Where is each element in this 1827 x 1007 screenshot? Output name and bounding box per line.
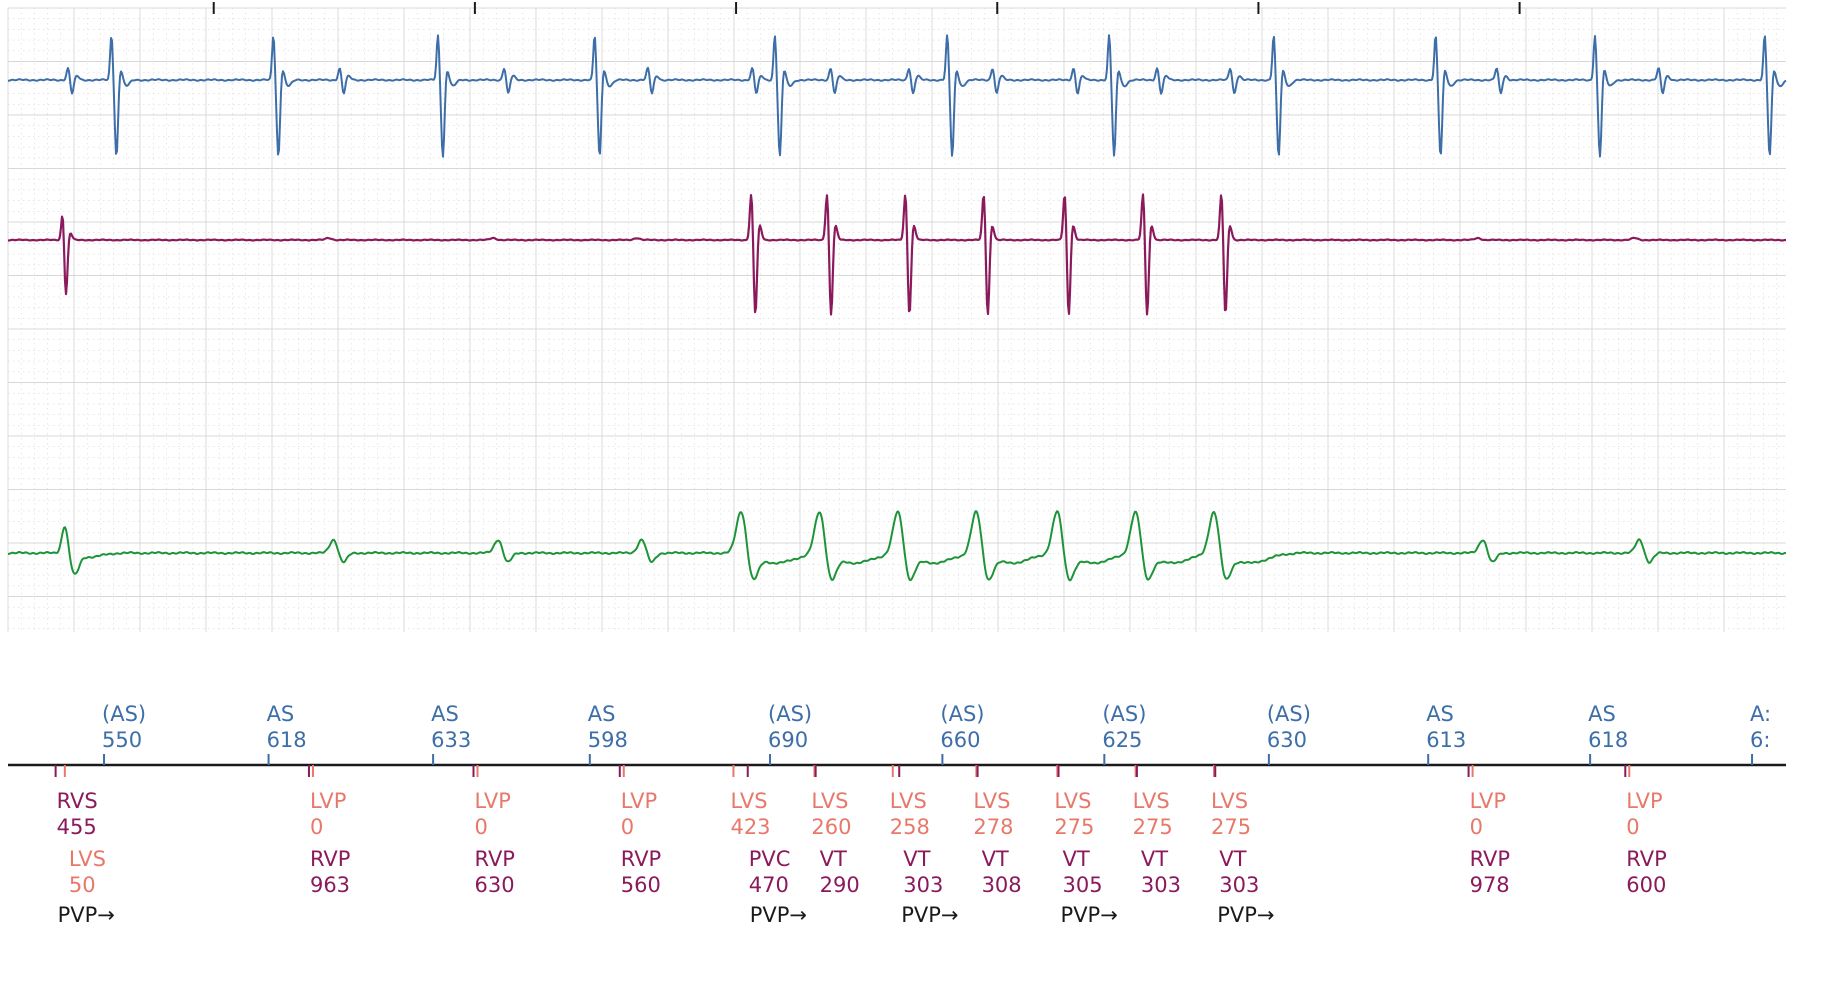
- pvp-label: PVP→: [901, 903, 958, 927]
- rv-marker-interval: 630: [475, 873, 515, 897]
- atrial-marker-interval: 625: [1102, 728, 1142, 752]
- atrial-marker-interval: 550: [102, 728, 142, 752]
- rv-marker-interval: 470: [749, 873, 789, 897]
- rv-marker-interval: 305: [1063, 873, 1103, 897]
- lv-marker-label: LVS: [973, 789, 1010, 813]
- rv-marker-interval: 303: [1141, 873, 1181, 897]
- rv-marker-label: VT: [1219, 847, 1246, 871]
- chart-grid: [7, 7, 1786, 632]
- rv-marker-label: VT: [903, 847, 930, 871]
- lv-marker-interval: 275: [1211, 815, 1251, 839]
- rv-marker-label: RVP: [310, 847, 350, 871]
- lv-marker-interval: 260: [811, 815, 851, 839]
- lv-marker-interval: 50: [69, 873, 96, 897]
- rv-marker-label: RVP: [1626, 847, 1666, 871]
- rv-marker-label: VT: [1141, 847, 1168, 871]
- atrial-marker-label: AS: [1588, 702, 1616, 726]
- lv-marker-interval: 0: [1626, 815, 1639, 839]
- lv-marker-label: LVS: [1211, 789, 1248, 813]
- lv-marker-interval: 0: [310, 815, 323, 839]
- lv-marker-label: LVS: [69, 847, 106, 871]
- top-time-ticks: [212, 2, 1521, 14]
- rv-marker-label: VT: [820, 847, 847, 871]
- atrial-marker-label: AS: [431, 702, 459, 726]
- rv-marker-interval: 455: [57, 815, 97, 839]
- rv-marker-interval: 978: [1470, 873, 1510, 897]
- lv-marker-label: LVS: [811, 789, 848, 813]
- atrial-marker-label: AS: [267, 702, 295, 726]
- atrial-marker-label: (AS): [1102, 702, 1146, 726]
- lv-marker-interval: 275: [1054, 815, 1094, 839]
- lv-marker-label: LVP: [475, 789, 511, 813]
- rv-marker-label: VT: [1063, 847, 1090, 871]
- marker-channel-annotations: (AS)550AS618AS633AS598(AS)690(AS)660(AS)…: [54, 702, 1771, 927]
- atrial-marker-label: AS: [1426, 702, 1454, 726]
- rv-marker-label: VT: [982, 847, 1009, 871]
- lv-marker-label: LVS: [1133, 789, 1170, 813]
- atrial-marker-label: (AS): [1267, 702, 1311, 726]
- lv-marker-label: LVP: [621, 789, 657, 813]
- atrial-marker-label: (AS): [102, 702, 146, 726]
- lv-marker-interval: 275: [1133, 815, 1173, 839]
- atrial-marker-interval: 660: [940, 728, 980, 752]
- lv-marker-label: LVS: [890, 789, 927, 813]
- lv-marker-interval: 0: [621, 815, 634, 839]
- rv-marker-label: PVC: [749, 847, 791, 871]
- atrial-marker-label: (AS): [940, 702, 984, 726]
- lv-marker-label: LVP: [1626, 789, 1662, 813]
- rv-marker-label: RVP: [1470, 847, 1510, 871]
- rv-marker-interval: 600: [1626, 873, 1666, 897]
- rv-marker-interval: 963: [310, 873, 350, 897]
- atrial-marker-interval: 613: [1426, 728, 1466, 752]
- lv-marker-label: LVP: [310, 789, 346, 813]
- lv-marker-interval: 423: [730, 815, 770, 839]
- lv-marker-label: LVS: [730, 789, 767, 813]
- lv-marker-interval: 258: [890, 815, 930, 839]
- lv-marker-interval: 278: [973, 815, 1013, 839]
- rv-marker-interval: 303: [1219, 873, 1259, 897]
- atrial-marker-interval: 690: [768, 728, 808, 752]
- lv-marker-interval: 0: [475, 815, 488, 839]
- atrial-marker-interval: 598: [588, 728, 628, 752]
- pvp-label: PVP→: [750, 903, 807, 927]
- lv-marker-label: LVP: [1470, 789, 1506, 813]
- rv-marker-interval: 308: [982, 873, 1022, 897]
- atrial-marker-interval: 618: [267, 728, 307, 752]
- rv-egm-trace: [7, 193, 1787, 316]
- atrial-marker-label: (AS): [768, 702, 812, 726]
- atrial-marker-interval: 6:: [1750, 728, 1770, 752]
- pvp-label: PVP→: [1217, 903, 1274, 927]
- lv-marker-label: LVS: [1054, 789, 1091, 813]
- lv-marker-interval: 0: [1470, 815, 1483, 839]
- pvp-label: PVP→: [1061, 903, 1118, 927]
- rv-marker-label: RVS: [57, 789, 98, 813]
- rv-marker-interval: 290: [820, 873, 860, 897]
- atrial-marker-label: AS: [588, 702, 616, 726]
- rv-marker-interval: 303: [903, 873, 943, 897]
- atrial-egm-trace: [8, 34, 1787, 158]
- rv-marker-label: RVP: [475, 847, 515, 871]
- rv-marker-interval: 560: [621, 873, 661, 897]
- atrial-marker-label: A:: [1750, 702, 1771, 726]
- rv-marker-label: RVP: [621, 847, 661, 871]
- surface-ecg-trace: [8, 510, 1787, 582]
- pvp-label: PVP→: [58, 903, 115, 927]
- atrial-marker-interval: 618: [1588, 728, 1628, 752]
- atrial-marker-interval: 630: [1267, 728, 1307, 752]
- atrial-marker-interval: 633: [431, 728, 471, 752]
